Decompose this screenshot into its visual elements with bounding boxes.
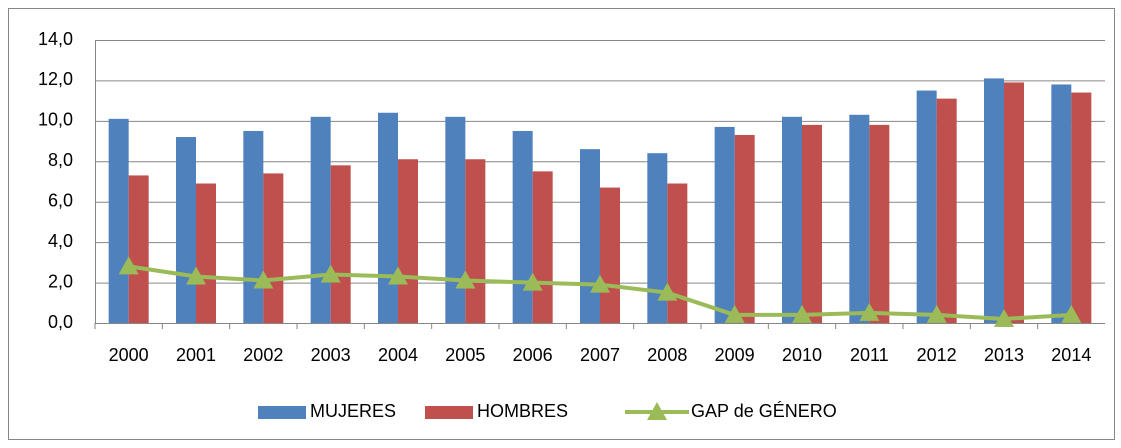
line-marker <box>994 308 1014 327</box>
x-tick-label: 2000 <box>109 345 149 365</box>
x-tick-label: 2008 <box>647 345 687 365</box>
bar <box>714 126 735 324</box>
bar <box>1051 84 1072 323</box>
bar <box>512 130 533 323</box>
line-marker <box>859 302 880 321</box>
x-tick-label: 2001 <box>176 345 216 365</box>
x-tick-label: 2007 <box>580 345 620 365</box>
bar <box>108 118 129 323</box>
bar <box>445 116 466 323</box>
line-marker <box>522 272 543 291</box>
y-tick-label: 4,0 <box>48 231 73 251</box>
line-marker <box>792 304 812 323</box>
x-tick-label: 2003 <box>311 345 351 365</box>
line-marker <box>455 270 476 289</box>
bar <box>916 90 937 324</box>
y-tick-label: 12,0 <box>38 69 73 89</box>
bar <box>176 137 196 323</box>
bar <box>1071 92 1092 323</box>
x-tick-label: 2014 <box>1051 345 1091 365</box>
bar <box>1004 82 1024 323</box>
legend-label: MUJERES <box>310 401 396 421</box>
x-tick-label: 2009 <box>715 345 755 365</box>
line-marker <box>186 266 206 285</box>
legend-label: GAP de GÉNERO <box>691 401 837 421</box>
bar <box>802 124 822 324</box>
y-tick-label: 2,0 <box>48 271 73 291</box>
bar <box>782 116 802 323</box>
bar <box>600 187 620 323</box>
line-marker <box>320 264 341 283</box>
line-marker <box>724 304 745 323</box>
bar <box>984 78 1004 324</box>
line-marker <box>118 256 139 275</box>
y-tick-label: 0,0 <box>48 312 73 332</box>
line-marker <box>388 266 408 285</box>
x-tick-label: 2006 <box>513 345 553 365</box>
x-tick-label: 2012 <box>917 345 957 365</box>
x-tick-label: 2002 <box>243 345 283 365</box>
line-marker <box>926 304 947 323</box>
y-tick-label: 6,0 <box>48 190 73 210</box>
bar <box>580 149 600 323</box>
line-marker <box>590 274 610 293</box>
bar <box>936 98 957 323</box>
x-tick-label: 2005 <box>445 345 485 365</box>
bar <box>734 135 755 323</box>
legend-label: HOMBRES <box>477 401 568 421</box>
bar <box>378 112 398 324</box>
line-marker <box>1061 304 1082 323</box>
bar <box>243 130 264 323</box>
x-tick-label: 2011 <box>850 345 889 365</box>
bar <box>196 183 216 323</box>
x-tick-label: 2010 <box>782 345 822 365</box>
y-tick-label: 8,0 <box>48 150 73 170</box>
bar <box>310 116 331 323</box>
bar <box>869 124 890 324</box>
line-marker <box>657 282 678 301</box>
x-tick-label: 2013 <box>984 345 1024 365</box>
bar <box>849 114 870 324</box>
bar <box>398 159 418 323</box>
line-marker <box>253 270 274 289</box>
y-tick-label: 14,0 <box>38 29 73 49</box>
bar <box>330 165 351 323</box>
bar <box>667 183 688 323</box>
bar <box>263 173 284 323</box>
bar <box>532 171 553 323</box>
bar <box>647 153 668 323</box>
bar <box>128 175 149 323</box>
legend-swatch <box>258 406 306 419</box>
bar <box>465 159 486 323</box>
legend-swatch <box>425 406 473 419</box>
y-tick-label: 10,0 <box>38 110 73 130</box>
legend-swatch <box>647 402 667 420</box>
x-tick-label: 2004 <box>378 345 418 365</box>
